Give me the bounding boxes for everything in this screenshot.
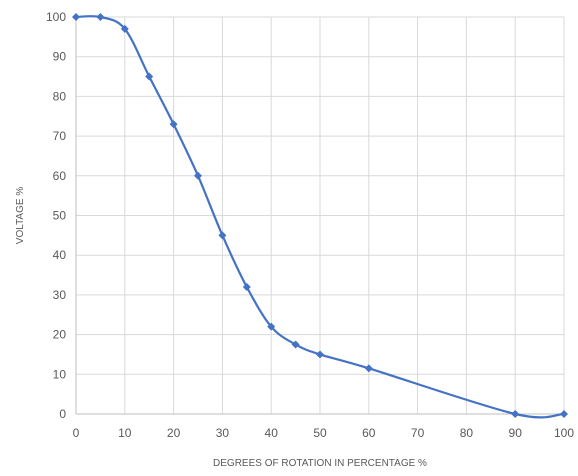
x-tick-label: 30 <box>216 426 230 440</box>
data-point-marker <box>96 13 105 21</box>
x-tick-label: 90 <box>509 426 523 440</box>
x-tick-label: 70 <box>411 426 425 440</box>
y-tick-label: 40 <box>53 248 67 262</box>
data-point-marker <box>316 350 324 359</box>
data-point-marker <box>267 322 276 331</box>
data-point-marker <box>242 282 251 291</box>
series-line <box>74 15 566 419</box>
data-point-marker <box>145 72 154 81</box>
x-axis-title: DEGREES OF ROTATION IN PERCENTAGE % <box>213 458 427 469</box>
data-point-marker <box>120 24 129 33</box>
data-point-marker <box>218 231 227 240</box>
x-tick-label: 0 <box>73 426 80 440</box>
data-point-marker <box>511 410 520 418</box>
y-tick-label: 10 <box>53 367 67 381</box>
y-tick-label: 90 <box>53 50 67 64</box>
x-tick-label: 20 <box>167 426 181 440</box>
data-point-marker <box>364 364 373 373</box>
y-tick-label: 60 <box>53 169 67 183</box>
y-tick-label: 80 <box>53 89 67 103</box>
data-point-marker <box>169 120 178 129</box>
x-tick-label: 60 <box>362 426 376 440</box>
x-tick-label: 80 <box>460 426 474 440</box>
y-axis-title: VOLTAGE % <box>15 187 26 245</box>
y-tick-label: 30 <box>53 288 67 302</box>
data-point-marker <box>194 171 202 180</box>
y-tick-label: 70 <box>53 129 67 143</box>
y-tick-label: 0 <box>59 407 66 421</box>
data-point-marker <box>72 13 80 21</box>
x-tick-label: 100 <box>554 426 574 440</box>
grid <box>76 16 565 414</box>
series <box>72 13 568 419</box>
y-tick-label: 20 <box>53 328 67 342</box>
y-tick-label: 50 <box>53 209 67 223</box>
x-tick-label: 50 <box>313 426 327 440</box>
tick-labels: 0 10 20 30 40 50 60 70 80 90 100 0 10 20 30 40 50 60 70 80 9… <box>46 10 574 440</box>
data-point-marker <box>291 340 300 349</box>
y-tick-label: 100 <box>46 10 66 24</box>
axes <box>75 17 564 415</box>
data-point-marker <box>560 410 568 418</box>
x-tick-label: 10 <box>118 426 132 440</box>
x-tick-label: 40 <box>265 426 279 440</box>
